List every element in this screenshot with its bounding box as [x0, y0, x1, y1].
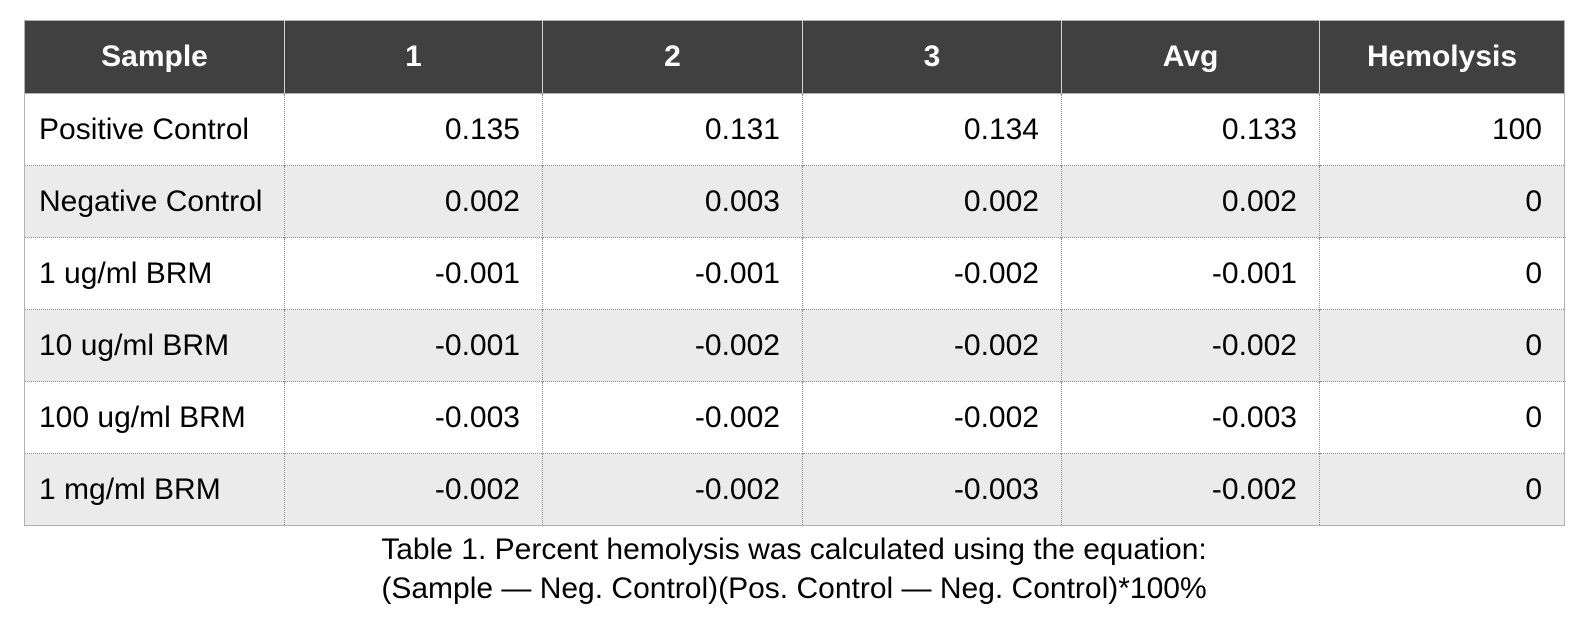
value-cell: -0.002 — [542, 381, 803, 454]
value-cell: -0.001 — [542, 237, 803, 310]
value-cell: -0.002 — [1061, 453, 1320, 526]
value-cell: -0.002 — [802, 381, 1062, 454]
column-header: Hemolysis — [1319, 20, 1565, 94]
value-cell: -0.003 — [1061, 381, 1320, 454]
value-cell: -0.001 — [284, 309, 543, 382]
value-cell: 0 — [1319, 237, 1565, 310]
value-cell: 0.131 — [542, 93, 803, 166]
value-cell: -0.002 — [542, 309, 803, 382]
sample-cell: 1 ug/ml BRM — [24, 237, 285, 310]
table-row: Negative Control 0.002 0.003 0.002 0.002 0 — [24, 165, 1565, 238]
column-header: Avg — [1061, 20, 1320, 94]
table-row: Positive Control 0.135 0.131 0.134 0.133 100 — [24, 93, 1565, 166]
sample-cell: 100 ug/ml BRM — [24, 381, 285, 454]
value-cell: -0.001 — [284, 237, 543, 310]
value-cell: 0.002 — [284, 165, 543, 238]
sample-cell: 1 mg/ml BRM — [24, 453, 285, 526]
table-header: Sample 1 2 3 Avg Hemolysis — [24, 20, 1565, 94]
value-cell: -0.003 — [802, 453, 1062, 526]
sample-cell: Negative Control — [24, 165, 285, 238]
header-row: Sample 1 2 3 Avg Hemolysis — [24, 20, 1565, 94]
value-cell: -0.001 — [1061, 237, 1320, 310]
table-row: 1 ug/ml BRM -0.001 -0.001 -0.002 -0.001 0 — [24, 237, 1565, 310]
value-cell: 0.134 — [802, 93, 1062, 166]
value-cell: 0.002 — [1061, 165, 1320, 238]
table-body: Positive Control 0.135 0.131 0.134 0.133 100 N… — [24, 93, 1565, 526]
value-cell: 0 — [1319, 309, 1565, 382]
column-header: 3 — [802, 20, 1062, 94]
table-row: 100 ug/ml BRM -0.003 -0.002 -0.002 -0.003 0 — [24, 381, 1565, 454]
value-cell: -0.002 — [802, 237, 1062, 310]
value-cell: 0 — [1319, 453, 1565, 526]
value-cell: 0.003 — [542, 165, 803, 238]
sample-cell: 10 ug/ml BRM — [24, 309, 285, 382]
value-cell: -0.002 — [802, 309, 1062, 382]
value-cell: 0.002 — [802, 165, 1062, 238]
caption-line-1: Table 1. Percent hemolysis was calculate… — [381, 533, 1207, 566]
table-row: 1 mg/ml BRM -0.002 -0.002 -0.003 -0.002 0 — [24, 453, 1565, 526]
value-cell: 0 — [1319, 381, 1565, 454]
table-caption: Table 1. Percent hemolysis was calculate… — [24, 530, 1564, 608]
column-header: 2 — [542, 20, 803, 94]
value-cell: 0 — [1319, 165, 1565, 238]
table-row: 10 ug/ml BRM -0.001 -0.002 -0.002 -0.002 0 — [24, 309, 1565, 382]
hemolysis-table: Sample 1 2 3 Avg Hemolysis Positive Control 0.… — [24, 20, 1565, 526]
value-cell: -0.002 — [1061, 309, 1320, 382]
value-cell: 0.135 — [284, 93, 543, 166]
value-cell: -0.003 — [284, 381, 543, 454]
value-cell: -0.002 — [284, 453, 543, 526]
column-header: Sample — [24, 20, 285, 94]
value-cell: -0.002 — [542, 453, 803, 526]
sample-cell: Positive Control — [24, 93, 285, 166]
caption-line-2: (Sample — Neg. Control)(Pos. Control — N… — [381, 572, 1207, 605]
column-header: 1 — [284, 20, 543, 94]
value-cell: 100 — [1319, 93, 1565, 166]
value-cell: 0.133 — [1061, 93, 1320, 166]
